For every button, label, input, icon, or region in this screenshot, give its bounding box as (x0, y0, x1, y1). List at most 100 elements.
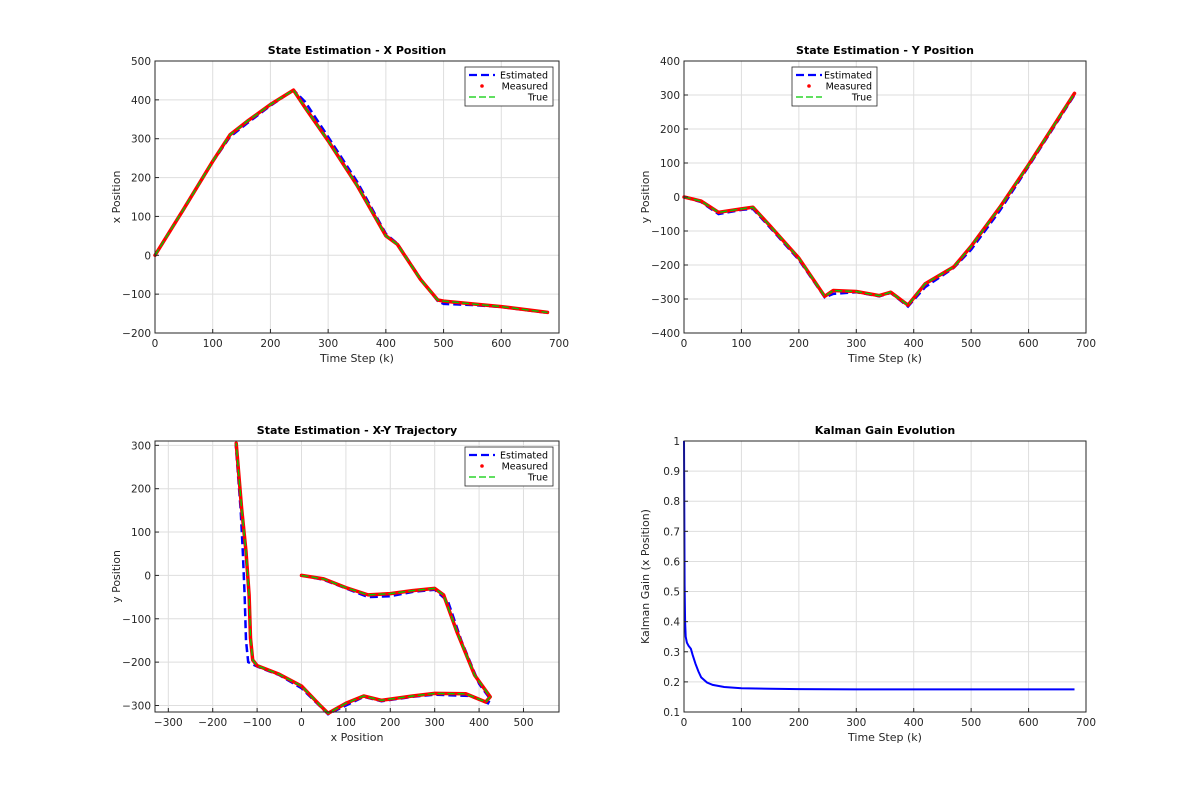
y-tick-label: −200 (122, 328, 151, 340)
y-tick-label: 0.8 (663, 496, 680, 508)
legend-estimated-label: Estimated (824, 71, 872, 82)
x-axis-label: Time Step (k) (847, 731, 922, 744)
x-tick-label: 400 (904, 717, 924, 729)
y-tick-label: 300 (131, 440, 151, 452)
series-true-line (683, 92, 1076, 307)
y-tick-label: −200 (122, 657, 151, 669)
x-tick-label: 600 (1019, 717, 1039, 729)
y-tick-label: 0 (673, 192, 680, 204)
x-tick-label: 400 (904, 338, 924, 350)
y-tick-label: 0 (144, 250, 151, 262)
y-tick-label: 100 (131, 211, 151, 223)
y-tick-label: 200 (660, 124, 680, 136)
legend-measured-label: Measured (502, 82, 548, 93)
y-tick-label: −100 (122, 289, 151, 301)
legend-true-label: True (851, 93, 872, 104)
y-tick-label: −200 (651, 260, 680, 272)
x-tick-label: 300 (318, 338, 338, 350)
y-axis-label: y Position (110, 550, 123, 603)
y-tick-label: 0.1 (663, 707, 680, 719)
y-tick-label: 100 (660, 158, 680, 170)
x-tick-label: 700 (549, 338, 569, 350)
x-tick-label: 600 (491, 338, 511, 350)
x-tick-label: 100 (203, 338, 223, 350)
plot-area (684, 441, 1086, 712)
y-tick-label: −300 (651, 294, 680, 306)
y-tick-label: 0.6 (663, 556, 680, 568)
y-tick-label: 0.2 (663, 677, 680, 689)
legend-estimated-label: Estimated (500, 71, 548, 82)
x-tick-label: 300 (846, 717, 866, 729)
legend-measured-marker (480, 464, 484, 468)
legend-measured-marker (807, 84, 811, 88)
x-tick-label: 100 (731, 717, 751, 729)
chart-title: Kalman Gain Evolution (815, 424, 955, 437)
y-tick-label: 0 (144, 570, 151, 582)
x-tick-label: 600 (1019, 338, 1039, 350)
legend-box (464, 66, 554, 107)
y-tick-label: 0.9 (663, 466, 680, 478)
x-tick-label: 100 (731, 338, 751, 350)
y-tick-label: 400 (131, 95, 151, 107)
legend-measured-label: Measured (826, 82, 872, 93)
legend-estimated-label: Estimated (500, 451, 548, 462)
x-tick-label: 200 (380, 717, 400, 729)
y-tick-label: 1 (673, 436, 680, 448)
x-tick-label: 500 (513, 717, 533, 729)
x-tick-label: 700 (1076, 338, 1096, 350)
chart-title: State Estimation - Y Position (796, 44, 974, 57)
series-line (683, 440, 1075, 691)
x-tick-label: 300 (425, 717, 445, 729)
y-tick-label: 200 (131, 484, 151, 496)
y-tick-label: −400 (651, 328, 680, 340)
x-tick-label: 0 (681, 717, 688, 729)
axes-box (683, 440, 1087, 713)
legend-true-label: True (527, 473, 548, 484)
y-tick-label: 100 (131, 527, 151, 539)
y-tick-label: 300 (131, 134, 151, 146)
y-tick-label: 0.3 (663, 647, 680, 659)
legend-box (791, 66, 878, 107)
axes-box (154, 60, 560, 334)
x-tick-label: 700 (1076, 717, 1096, 729)
y-tick-label: 0.5 (663, 587, 680, 599)
legend-measured-label: Measured (502, 462, 548, 473)
x-tick-label: 300 (846, 338, 866, 350)
y-axis-label: x Position (110, 171, 123, 224)
y-tick-label: −100 (122, 614, 151, 626)
y-tick-label: 200 (131, 173, 151, 185)
x-axis-label: Time Step (k) (319, 352, 394, 365)
y-tick-label: 400 (660, 56, 680, 68)
y-tick-label: 0.4 (663, 617, 680, 629)
x-tick-label: 200 (789, 338, 809, 350)
legend-box (464, 446, 554, 487)
series-true-line (235, 443, 492, 715)
x-axis-label: Time Step (k) (847, 352, 922, 365)
x-tick-label: 100 (336, 717, 356, 729)
series-true-line (154, 89, 548, 314)
axes-box (154, 440, 560, 713)
legend-true-label: True (527, 93, 548, 104)
legend-measured-marker (480, 84, 484, 88)
y-tick-label: 300 (660, 90, 680, 102)
chart-4: 0 100 200 300 400 500 600 700 0.1 0.2 0.3 0.4 0.5 0.6… (639, 424, 1096, 744)
x-tick-label: −200 (198, 717, 227, 729)
y-tick-label: −300 (122, 700, 151, 712)
chart-title: State Estimation - X Position (268, 44, 446, 57)
y-tick-label: −100 (651, 226, 680, 238)
x-tick-label: 0 (681, 338, 688, 350)
y-axis-label: y Position (639, 171, 652, 224)
chart-1: 0 100 200 300 400 500 600 700 −200 −100 0 100 200 300… (110, 44, 569, 365)
x-tick-label: 500 (961, 338, 981, 350)
x-tick-label: −100 (243, 717, 272, 729)
x-tick-label: −300 (154, 717, 183, 729)
x-tick-label: 0 (152, 338, 159, 350)
x-tick-label: 400 (469, 717, 489, 729)
x-tick-label: 200 (260, 338, 280, 350)
x-tick-label: 500 (434, 338, 454, 350)
